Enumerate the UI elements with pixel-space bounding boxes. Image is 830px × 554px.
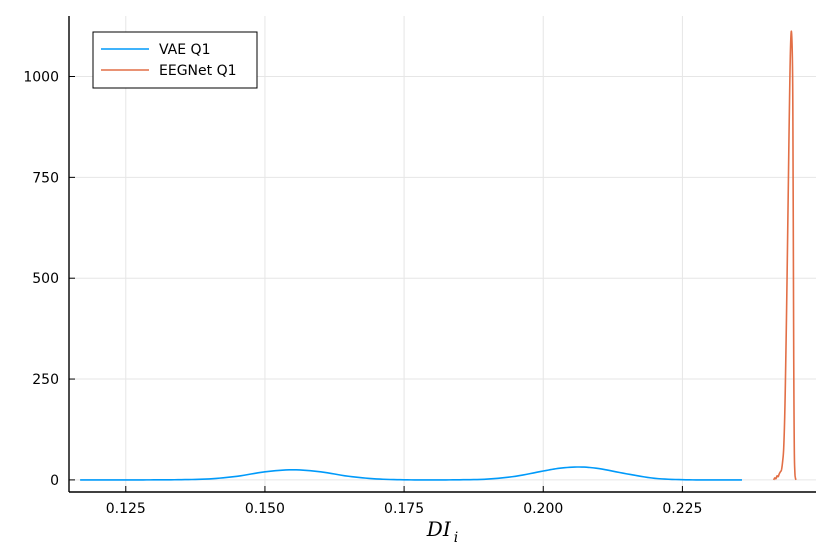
axes xyxy=(68,16,816,493)
x-axis-label-main: DI xyxy=(426,517,452,541)
x-tick-label: 0.225 xyxy=(662,501,702,517)
legend: VAE Q1 EEGNet Q1 xyxy=(92,31,258,89)
y-tick-label: 0 xyxy=(50,473,59,489)
legend-box xyxy=(92,31,258,89)
series-line-eegnet-q1 xyxy=(772,30,797,481)
y-tick-label: 250 xyxy=(32,372,59,388)
y-tick-labels: 0 250 500 750 1000 xyxy=(23,70,59,489)
y-tick-label: 500 xyxy=(32,271,59,287)
x-tick-label: 0.175 xyxy=(384,501,424,517)
series-line-vae-q1 xyxy=(80,466,742,481)
x-tick-labels: 0.125 0.150 0.175 0.200 0.225 xyxy=(106,501,703,517)
x-tick-label: 0.150 xyxy=(245,501,285,517)
y-tick-label: 750 xyxy=(32,170,59,186)
x-tick-label: 0.125 xyxy=(106,501,146,517)
y-tick-label: 1000 xyxy=(23,70,59,86)
x-axis-label-subscript: i xyxy=(454,530,458,546)
legend-label: VAE Q1 xyxy=(159,42,210,58)
series-lines xyxy=(80,30,797,481)
x-axis-label: DI i xyxy=(426,517,458,546)
legend-label: EEGNet Q1 xyxy=(159,63,237,79)
x-tick-label: 0.200 xyxy=(523,501,563,517)
